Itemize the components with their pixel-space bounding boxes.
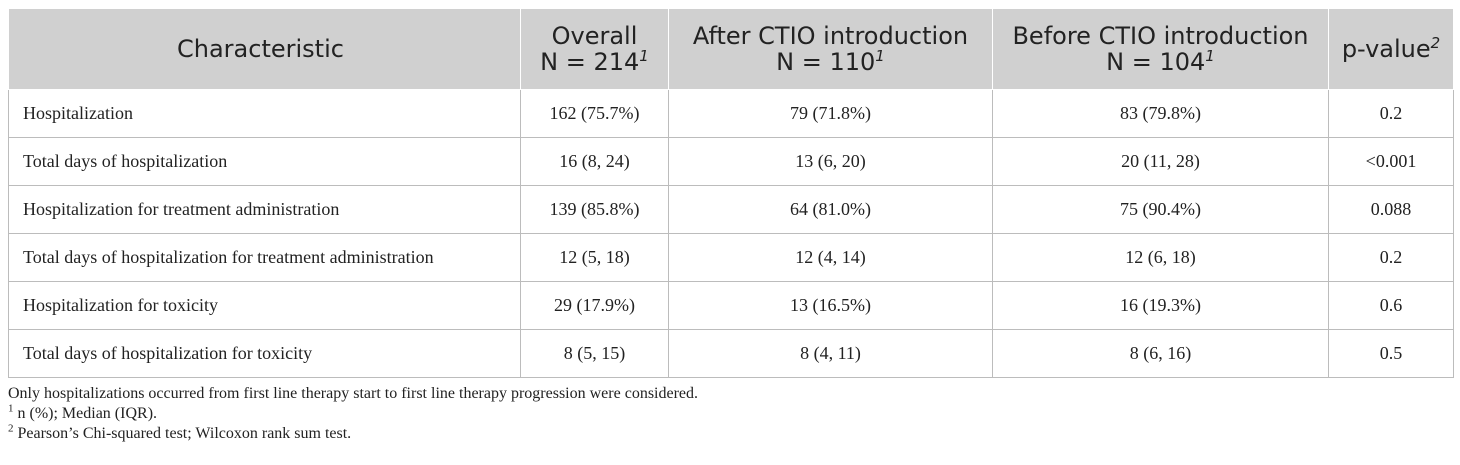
header-overall-sup: 1 (639, 47, 649, 65)
footnote-1-text: n (%); Median (IQR). (13, 405, 158, 422)
header-after: After CTIO introduction N = 1101 (668, 8, 993, 90)
header-overall-line1: Overall (551, 22, 638, 50)
cell-after: 13 (16.5%) (668, 281, 993, 330)
header-before: Before CTIO introduction N = 1041 (992, 8, 1329, 90)
cell-p-value: 0.2 (1328, 233, 1454, 282)
table-row: Total days of hospitalization 16 (8, 24)… (8, 137, 1454, 186)
cell-overall: 162 (75.7%) (520, 89, 669, 138)
header-overall-line2: N = 214 (540, 48, 640, 76)
cell-overall: 8 (5, 15) (520, 329, 669, 378)
header-after-line2: N = 110 (776, 48, 876, 76)
header-p-value: p-value2 (1328, 8, 1454, 90)
cell-after: 12 (4, 14) (668, 233, 993, 282)
header-characteristic: Characteristic (8, 8, 521, 90)
row-label: Total days of hospitalization for treatm… (8, 233, 521, 282)
results-table: Characteristic Overall N = 2141 After CT… (8, 8, 1454, 378)
row-label: Total days of hospitalization (8, 137, 521, 186)
cell-p-value: 0.2 (1328, 89, 1454, 138)
cell-after: 64 (81.0%) (668, 185, 993, 234)
row-label: Total days of hospitalization for toxici… (8, 329, 521, 378)
header-before-sup: 1 (1205, 47, 1215, 65)
row-label: Hospitalization for toxicity (8, 281, 521, 330)
cell-overall: 29 (17.9%) (520, 281, 669, 330)
cell-before: 8 (6, 16) (992, 329, 1329, 378)
table-row: Hospitalization for toxicity 29 (17.9%) … (8, 281, 1454, 330)
row-label: Hospitalization (8, 89, 521, 138)
table-row: Total days of hospitalization for treatm… (8, 233, 1454, 282)
cell-before: 20 (11, 28) (992, 137, 1329, 186)
cell-before: 75 (90.4%) (992, 185, 1329, 234)
footnote-1: 1 n (%); Median (IQR). (8, 402, 1453, 424)
header-p-value-sup: 2 (1430, 34, 1441, 52)
table-row: Hospitalization 162 (75.7%) 79 (71.8%) 8… (8, 89, 1454, 138)
cell-after: 79 (71.8%) (668, 89, 993, 138)
table-row: Hospitalization for treatment administra… (8, 185, 1454, 234)
table-row: Total days of hospitalization for toxici… (8, 329, 1454, 378)
footnote-2-text: Pearson’s Chi-squared test; Wilcoxon ran… (13, 425, 352, 442)
cell-after: 8 (4, 11) (668, 329, 993, 378)
header-characteristic-text: Characteristic (177, 35, 344, 63)
footnote-2-mark: 2 (8, 422, 14, 435)
header-after-line1: After CTIO introduction (692, 22, 969, 50)
header-before-line2: N = 104 (1106, 48, 1206, 76)
header-row: Characteristic Overall N = 2141 After CT… (8, 8, 1454, 90)
cell-p-value: <0.001 (1328, 137, 1454, 186)
table-container: Characteristic Overall N = 2141 After CT… (8, 8, 1454, 444)
table-notes: Only hospitalizations occurred from firs… (8, 384, 1453, 444)
cell-overall: 12 (5, 18) (520, 233, 669, 282)
cell-overall: 16 (8, 24) (520, 137, 669, 186)
cell-p-value: 0.088 (1328, 185, 1454, 234)
footnote-2: 2 Pearson’s Chi-squared test; Wilcoxon r… (8, 422, 1453, 444)
cell-before: 12 (6, 18) (992, 233, 1329, 282)
header-overall: Overall N = 2141 (520, 8, 669, 90)
cell-before: 83 (79.8%) (992, 89, 1329, 138)
footnote-1-mark: 1 (8, 402, 14, 415)
cell-overall: 139 (85.8%) (520, 185, 669, 234)
cell-p-value: 0.5 (1328, 329, 1454, 378)
header-p-value-text: p-value (1341, 35, 1431, 63)
cell-after: 13 (6, 20) (668, 137, 993, 186)
cell-before: 16 (19.3%) (992, 281, 1329, 330)
header-before-line1: Before CTIO introduction (1012, 22, 1309, 50)
header-after-sup: 1 (875, 47, 885, 65)
cell-p-value: 0.6 (1328, 281, 1454, 330)
row-label: Hospitalization for treatment administra… (8, 185, 521, 234)
note-main: Only hospitalizations occurred from firs… (8, 385, 699, 402)
